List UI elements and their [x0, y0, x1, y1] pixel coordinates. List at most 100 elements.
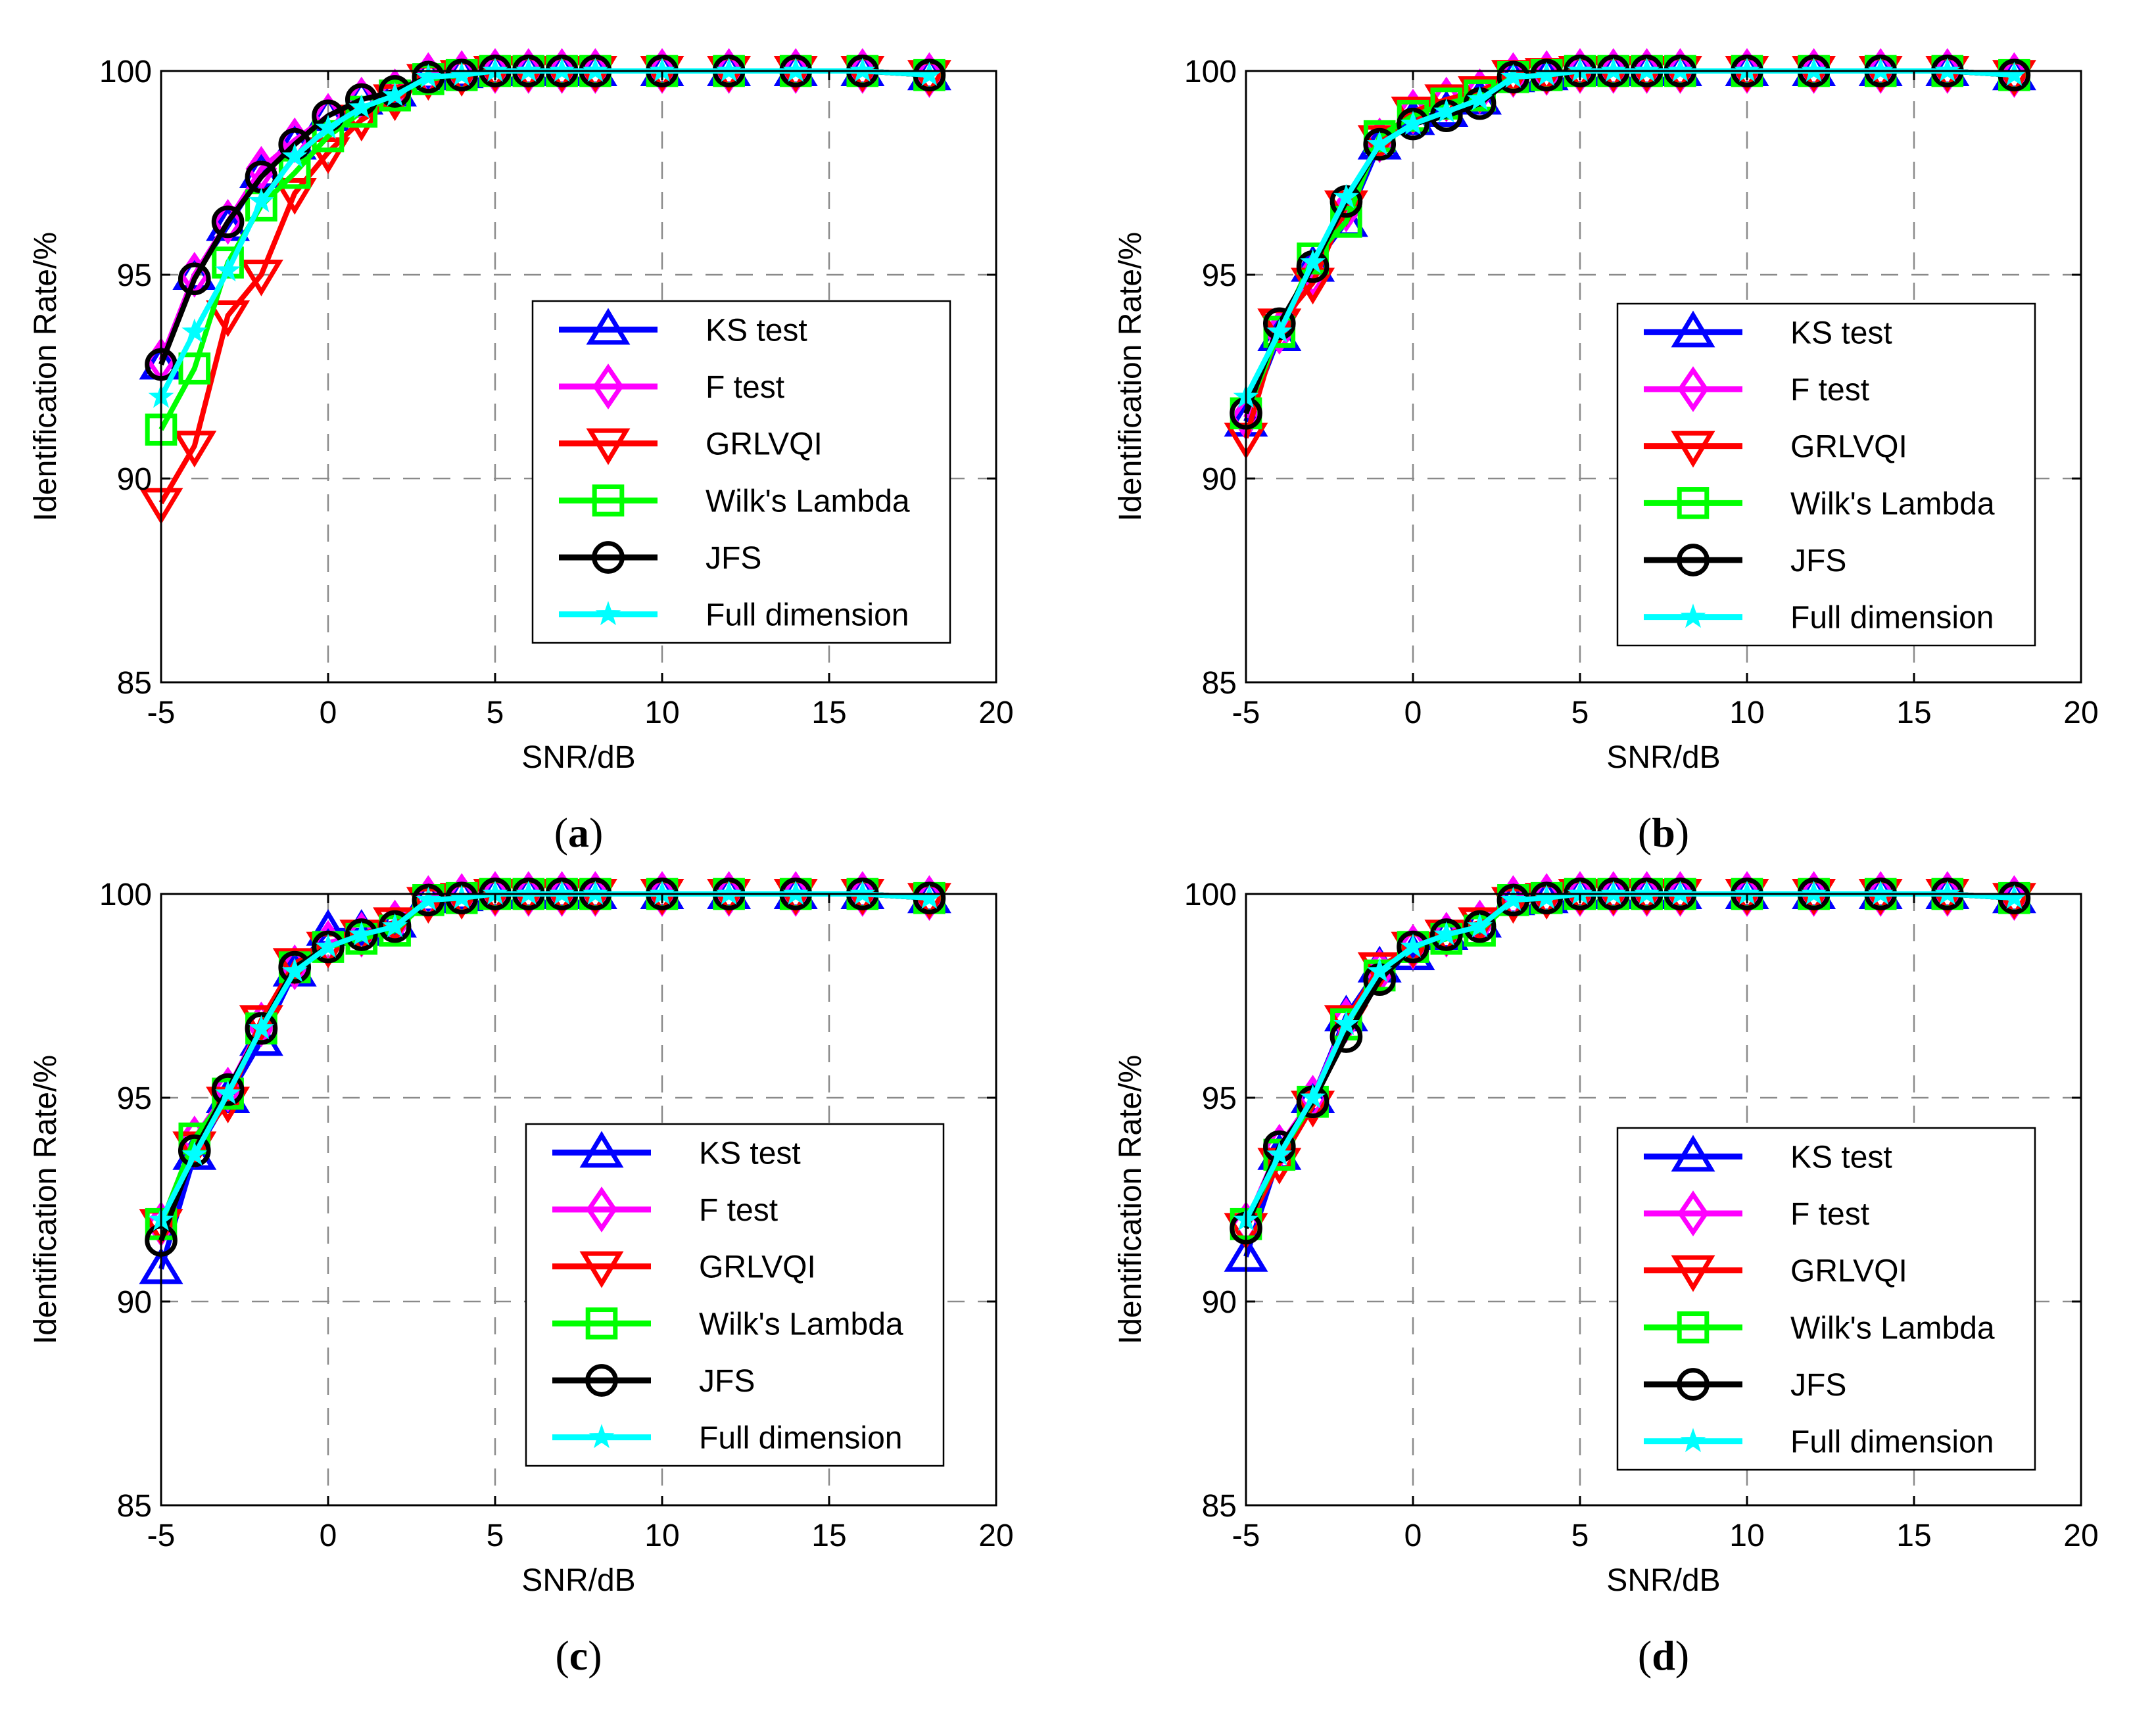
- data-point: [211, 1073, 245, 1106]
- data-point: [239, 1005, 283, 1043]
- x-tick-label: 15: [811, 1518, 846, 1553]
- legend-marker: [585, 1307, 618, 1340]
- legend-label: KS test: [699, 1136, 801, 1171]
- data-point: [315, 933, 341, 958]
- x-tick-label: 20: [2063, 1518, 2098, 1553]
- data-point: [1300, 249, 1326, 273]
- legend-label: JFS: [1790, 544, 1846, 578]
- legend: KS test F test GRLVQI Wilk's Lambda JFS Full …: [1616, 1127, 2036, 1471]
- y-tick-label: 95: [117, 258, 152, 293]
- data-point: [1333, 1011, 1359, 1035]
- legend-marker: [588, 1424, 615, 1449]
- x-tick-label: -5: [147, 1518, 176, 1553]
- legend-label: JFS: [1790, 1368, 1846, 1403]
- y-tick-label: 90: [117, 462, 152, 497]
- y-tick-label: 95: [1202, 1081, 1237, 1116]
- data-point: [1266, 1141, 1293, 1166]
- panel-caption: (c): [555, 1632, 602, 1679]
- data-point: [281, 143, 308, 168]
- legend-label: JFS: [699, 1364, 755, 1399]
- legend: KS test F test GRLVQI Wilk's Lambda JFS Full …: [1616, 302, 2036, 647]
- data-point: [1467, 86, 1493, 110]
- panels: -5 0 5 10 15 20859095100SNR/dBIdentification …: [28, 48, 2099, 1679]
- data-point: [172, 1131, 217, 1169]
- legend-marker: [1671, 1135, 1715, 1172]
- x-axis-label: SNR/dB: [521, 740, 635, 775]
- legend-label: KS test: [1790, 316, 1892, 350]
- caption-close-paren: ): [589, 809, 603, 856]
- data-point: [1533, 61, 1560, 86]
- y-axis-label: Identification Rate/%: [1113, 1055, 1148, 1344]
- x-tick-label: 15: [1896, 695, 1931, 730]
- y-tick-label: 85: [117, 1489, 152, 1524]
- legend-item: GRLVQI: [1644, 1254, 1907, 1292]
- caption-open-paren: (: [554, 809, 568, 856]
- data-point: [348, 921, 375, 946]
- legend-marker: [592, 541, 625, 574]
- data-point: [1333, 183, 1359, 208]
- legend-label: F test: [699, 1193, 778, 1228]
- legend-label: GRLVQI: [706, 427, 823, 462]
- data-point: [1500, 63, 1526, 88]
- legend-marker: [592, 364, 624, 410]
- x-tick-label: 0: [1404, 695, 1422, 730]
- legend-item: JFS: [1644, 544, 1846, 578]
- x-tick-label: 15: [811, 695, 846, 730]
- legend-marker: [592, 484, 625, 517]
- x-tick-label: 5: [1571, 1518, 1589, 1553]
- legend-item: Full dimension: [1644, 601, 1994, 636]
- data-point: [1266, 318, 1293, 343]
- data-point: [181, 1141, 208, 1166]
- y-tick-label: 95: [117, 1081, 152, 1116]
- legend-item: KS test: [1644, 310, 1892, 350]
- data-point: [278, 950, 312, 984]
- legend-marker: [595, 601, 621, 626]
- x-tick-label: -5: [1232, 1518, 1260, 1553]
- legend-marker: [1677, 366, 1709, 412]
- data-point: [215, 257, 241, 282]
- legend-label: Full dimension: [1790, 1425, 1994, 1460]
- x-axis-label: SNR/dB: [1606, 740, 1720, 775]
- caption-open-paren: (: [1638, 809, 1652, 856]
- legend-box: [1616, 1127, 2036, 1471]
- legend-label: F test: [706, 370, 784, 405]
- data-point: [1366, 958, 1393, 983]
- y-tick-label: 100: [99, 55, 152, 89]
- data-point: [212, 246, 244, 279]
- y-tick-label: 90: [117, 1285, 152, 1320]
- legend-marker: [1677, 487, 1710, 519]
- caption-letter: c: [569, 1632, 588, 1679]
- legend-marker: [1680, 603, 1706, 628]
- x-axis-label: SNR/dB: [1606, 1563, 1720, 1598]
- legend-item: F test: [1644, 366, 1869, 412]
- x-tick-label: 20: [978, 1518, 1013, 1553]
- legend-label: GRLVQI: [699, 1250, 816, 1285]
- legend-marker: [585, 1364, 618, 1397]
- data-point: [1500, 886, 1526, 911]
- data-point: [1429, 918, 1463, 951]
- data-point: [378, 910, 412, 943]
- data-point: [181, 318, 208, 343]
- data-point: [249, 188, 274, 212]
- legend-marker: [1677, 544, 1710, 576]
- data-point: [1262, 307, 1296, 340]
- data-point: [1262, 1130, 1296, 1163]
- data-point: [1400, 933, 1426, 958]
- chart-panel-d: -5 0 5 10 15 20 85 90 95 100 SNR/dB Identification …: [1113, 871, 2099, 1679]
- legend-label: KS test: [706, 313, 807, 348]
- caption-close-paren: ): [1675, 809, 1689, 856]
- y-tick-label: 90: [1202, 462, 1237, 497]
- caption-open-paren: (: [555, 1632, 569, 1679]
- legend-marker: [1677, 1190, 1709, 1236]
- chart-panel-c: -5 0 5 10 15 20 85 90 95 100 SNR/dB Identification …: [28, 871, 1014, 1679]
- data-point: [416, 886, 441, 911]
- data-point: [239, 260, 283, 296]
- y-tick-label: 95: [1202, 258, 1237, 293]
- x-tick-label: 20: [2063, 695, 2098, 730]
- data-point: [1397, 107, 1429, 141]
- legend-box: [525, 1123, 945, 1467]
- legend-label: Wilk's Lambda: [1790, 1311, 1995, 1346]
- data-point: [212, 199, 244, 245]
- data-point: [178, 262, 211, 296]
